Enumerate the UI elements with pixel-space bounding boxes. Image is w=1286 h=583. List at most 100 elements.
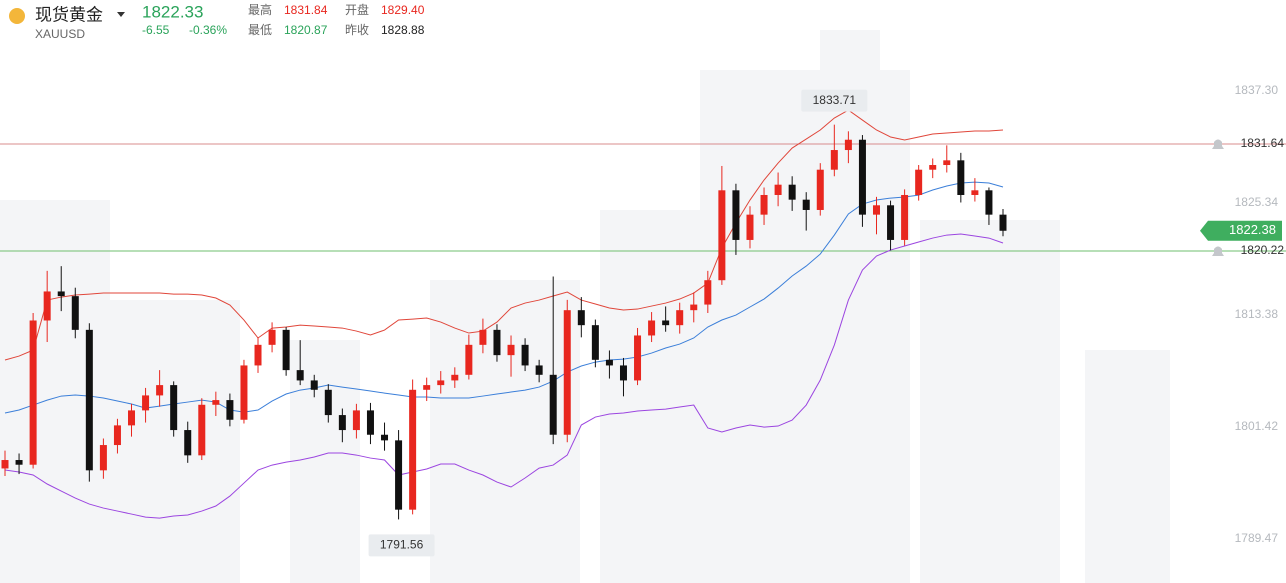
watermark [0, 30, 1170, 583]
candle-body [366, 410, 374, 435]
change-pct: -0.36% [189, 23, 227, 37]
candle-body [648, 320, 656, 336]
candle-body [170, 385, 178, 431]
low-annotation-box [368, 534, 435, 557]
candle-body [71, 296, 79, 330]
candle-body [128, 410, 136, 426]
coin-icon [9, 8, 25, 24]
candle-body [338, 415, 346, 431]
candle-body [296, 370, 304, 381]
high-annotation: 1833.71 [813, 93, 857, 107]
band-line [4, 233, 1004, 519]
candle-body [676, 310, 684, 326]
stat-value: 1820.87 [284, 23, 328, 37]
high-annotation-box [801, 89, 868, 112]
candle-body [268, 329, 276, 345]
candle-body [156, 385, 164, 396]
candle-body [662, 320, 670, 326]
instrument-name: 现货黄金 [35, 5, 103, 24]
stat-label: 昨收 [345, 23, 369, 37]
candle-body [732, 190, 740, 240]
candle-body [184, 430, 192, 456]
price-line-label: 1831.64 [1241, 136, 1285, 150]
header: 现货黄金 XAUUSD 1822.33 -6.55 -0.36% 最高 1831… [9, 2, 425, 41]
candle-body [774, 184, 782, 195]
candle-body [43, 291, 51, 321]
candle-body [718, 190, 726, 281]
candle-body [226, 400, 234, 420]
candle-body [451, 374, 459, 381]
candle-body [577, 310, 585, 326]
candle-body [15, 460, 23, 465]
candle-body [409, 389, 417, 510]
candle-body [254, 344, 262, 366]
candle-body [85, 329, 93, 471]
candle-body [282, 329, 290, 371]
candle-body [310, 380, 318, 390]
candle-body [437, 380, 445, 386]
candle-body [915, 169, 923, 195]
stat-label: 最高 [248, 2, 272, 17]
candle-body [830, 150, 838, 170]
alert-bell [1212, 139, 1224, 150]
candle-body [971, 190, 979, 195]
candle-body [816, 169, 824, 210]
price: 1822.33 [142, 2, 203, 21]
candle-body [802, 199, 810, 210]
candle-body [704, 280, 712, 305]
stat-value: 1831.84 [284, 3, 328, 17]
last-price: 1822.38 [1229, 222, 1276, 237]
candle-body [746, 214, 754, 240]
candle-body [423, 385, 431, 390]
candle-body [493, 329, 501, 356]
candle-body [957, 160, 965, 195]
y-tick-label: 1813.38 [1235, 307, 1279, 321]
change: -6.55 [142, 23, 170, 37]
stat-value: 1828.88 [381, 23, 425, 37]
price-line-label: 1820.22 [1241, 243, 1285, 257]
candle-body [634, 335, 642, 381]
y-tick-label: 1801.42 [1235, 419, 1279, 433]
dropdown-arrow[interactable] [117, 12, 125, 17]
stat-label: 开盘 [345, 2, 369, 17]
last-price-tag [1200, 220, 1282, 241]
candle-body [605, 359, 613, 366]
candle-body [324, 389, 332, 416]
y-tick-label: 1837.30 [1235, 83, 1279, 97]
candle-body [521, 344, 529, 366]
candle-body [395, 440, 403, 510]
candle-body [381, 434, 389, 441]
stat-value: 1829.40 [381, 3, 425, 17]
alert-bell [1212, 246, 1224, 256]
candle-body [1, 460, 9, 469]
stat-label: 最低 [248, 23, 272, 37]
candle-body [760, 194, 768, 215]
candle-body [535, 365, 543, 375]
candle-body [563, 310, 571, 435]
candle-body [690, 304, 698, 311]
candle-body [788, 184, 796, 200]
candle-body [943, 160, 951, 166]
candle-body [887, 205, 895, 240]
candle-body [985, 190, 993, 215]
candle-body [591, 325, 599, 360]
candle-body [844, 139, 852, 151]
candle-body [507, 344, 515, 356]
candle-body [872, 205, 880, 215]
candle-body [619, 365, 627, 381]
candle-body [240, 365, 248, 420]
candle-body [57, 291, 65, 297]
candle-body [99, 445, 107, 471]
candle-body [352, 410, 360, 431]
candle-body [999, 214, 1007, 231]
candle-body [901, 194, 909, 240]
candle-body [212, 400, 220, 405]
candle-body [549, 374, 557, 435]
low-annotation: 1791.56 [380, 538, 424, 552]
candle-body [142, 395, 150, 411]
candle-body [929, 165, 937, 170]
band-line [4, 109, 1004, 361]
candle-body [479, 329, 487, 345]
candle-body [858, 139, 866, 215]
